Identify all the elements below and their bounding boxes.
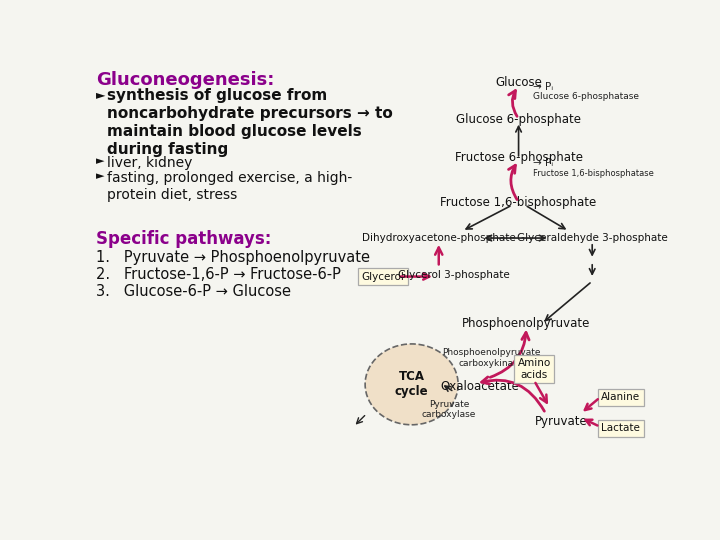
Text: → Pᵢ: → Pᵢ [533, 158, 553, 168]
Text: Lactate: Lactate [601, 423, 640, 433]
Text: Phosphoenolpyruvate: Phosphoenolpyruvate [462, 318, 590, 330]
Text: 2.   Fructose-1,6-P → Fructose-6-P: 2. Fructose-1,6-P → Fructose-6-P [96, 267, 341, 282]
Text: TCA
cycle: TCA cycle [395, 370, 428, 399]
Text: Amino
acids: Amino acids [518, 358, 551, 380]
Text: 1.   Pyruvate → Phosphoenolpyruvate: 1. Pyruvate → Phosphoenolpyruvate [96, 249, 370, 265]
Text: liver, kidney: liver, kidney [107, 156, 192, 170]
Text: Glycerol 3-phosphate: Glycerol 3-phosphate [398, 269, 510, 280]
Ellipse shape [365, 344, 458, 425]
Text: Glucose 6-phosphatase: Glucose 6-phosphatase [533, 92, 639, 102]
Text: fasting, prolonged exercise, a high-
protein diet, stress: fasting, prolonged exercise, a high- pro… [107, 171, 352, 202]
Text: Specific pathways:: Specific pathways: [96, 231, 271, 248]
Text: → Pᵢ: → Pᵢ [533, 82, 553, 92]
Text: Phosphoenolpyruvate
carboxykinase: Phosphoenolpyruvate carboxykinase [442, 348, 541, 368]
Text: Fructose 6-phosphate: Fructose 6-phosphate [454, 151, 582, 164]
Text: Fructose 1,6-bisphosphatase: Fructose 1,6-bisphosphatase [533, 168, 654, 178]
Text: Fructose 1,6-bisphosphate: Fructose 1,6-bisphosphate [441, 195, 597, 208]
Text: Pyruvate: Pyruvate [535, 415, 588, 428]
Text: Gluconeogenesis:: Gluconeogenesis: [96, 71, 274, 89]
Text: 3.   Glucose-6-P → Glucose: 3. Glucose-6-P → Glucose [96, 284, 291, 299]
Text: Glucose 6-phosphate: Glucose 6-phosphate [456, 112, 581, 125]
Text: Glucose: Glucose [495, 76, 542, 89]
Text: ►: ► [96, 171, 104, 181]
Text: Alanine: Alanine [601, 393, 640, 402]
Text: ►: ► [96, 88, 106, 101]
Text: Dihydroxyacetone-phosphate: Dihydroxyacetone-phosphate [362, 233, 516, 242]
Text: Glyceraldehyde 3-phosphate: Glyceraldehyde 3-phosphate [517, 233, 667, 242]
Text: synthesis of glucose from
noncarbohydrate precursors → to
maintain blood glucose: synthesis of glucose from noncarbohydrat… [107, 88, 393, 157]
Text: Pyruvate
carboxylase: Pyruvate carboxylase [422, 400, 476, 419]
Text: Oxaloacetate: Oxaloacetate [441, 381, 519, 394]
Text: Glycerol: Glycerol [361, 272, 405, 281]
Text: ►: ► [96, 156, 104, 166]
